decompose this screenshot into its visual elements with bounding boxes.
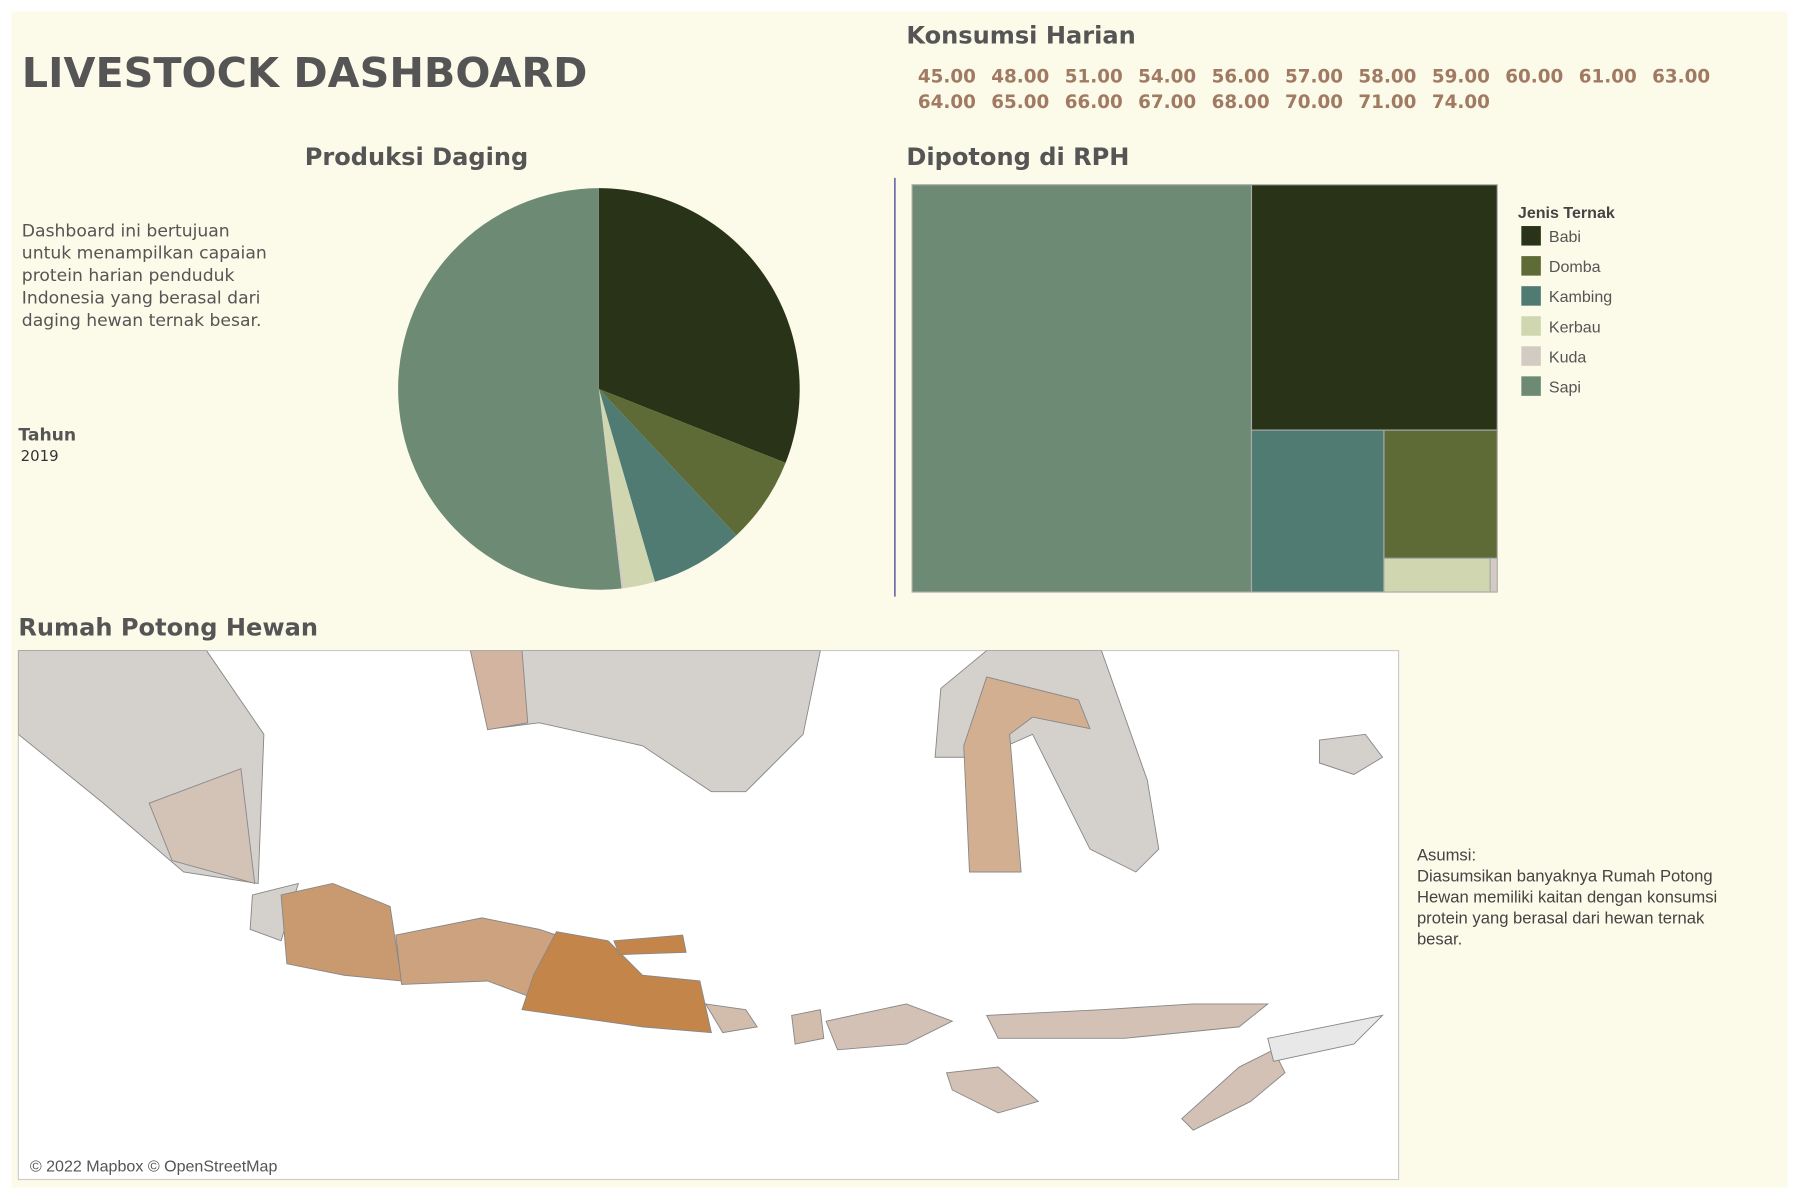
konsumsi-value: 57.00 [1285,67,1343,88]
konsumsi-title: Konsumsi Harian [906,22,1135,50]
pie-slice [598,388,737,582]
legend-swatch [1521,226,1541,246]
konsumsi-value: 59.00 [1432,67,1490,88]
pie-slice [598,388,625,589]
description-line: protein harian penduduk [22,266,235,286]
pie-slice [598,188,800,463]
timor-leste [1267,1014,1384,1062]
pie-slice [598,388,655,589]
pie-slice [598,388,786,536]
treemap-cell [911,184,1253,593]
konsumsi-value: 61.00 [1579,67,1637,88]
map [18,650,1384,1131]
konsumsi-value: 56.00 [1212,67,1270,88]
filter-label: Tahun [18,426,76,446]
legend-label: Kambing [1549,288,1612,306]
treemap-cell [1383,557,1491,593]
island [1318,733,1384,775]
bali [704,1003,759,1034]
legend-swatch [1521,376,1541,396]
konsumsi-value: 68.00 [1212,92,1270,113]
description-line: Dashboard ini bertujuan [22,221,230,241]
konsumsi-value: 58.00 [1358,67,1416,88]
description-line: daging hewan ternak besar. [22,311,262,331]
konsumsi-value: 48.00 [991,67,1049,88]
legend-swatch [1521,316,1541,336]
description-line: Indonesia yang berasal dari [22,288,261,308]
konsumsi-value: 74.00 [1432,92,1490,113]
treemap-cell [1383,429,1498,559]
filter-value[interactable]: 2019 [21,447,59,465]
konsumsi-value: 67.00 [1138,92,1196,113]
konsumsi-value: 60.00 [1505,67,1563,88]
assumption-line: besar. [1417,929,1462,948]
assumption-line: Diasumsikan banyaknya Rumah Potong [1417,867,1713,886]
pie-title: Produksi Daging [305,143,529,171]
konsumsi-value: 45.00 [918,67,976,88]
treemap-title: Dipotong di RPH [906,143,1129,171]
konsumsi-value: 63.00 [1652,67,1710,88]
treemap-cell [1489,557,1498,593]
assumption-line: Hewan memiliki kaitan dengan konsumsi [1417,888,1717,907]
sumbawa [825,1003,954,1051]
konsumsi-value: 65.00 [991,92,1049,113]
konsumsi-value: 70.00 [1285,92,1343,113]
legend-swatch [1521,286,1541,306]
region [469,650,529,731]
legend-label: Kuda [1549,348,1587,366]
map-title: Rumah Potong Hewan [18,614,318,642]
assumption-line: protein yang berasal dari hewan ternak [1417,909,1705,928]
region [963,676,1091,873]
konsumsi-value: 64.00 [918,92,976,113]
legend-swatch [1521,256,1541,276]
kalimantan [469,650,821,793]
map-attribution: © 2022 Mapbox © OpenStreetMap [30,1157,278,1175]
legend-label: Babi [1549,228,1581,246]
legend-swatch [1521,346,1541,366]
konsumsi-value: 54.00 [1138,67,1196,88]
treemap-cell [1250,429,1385,593]
konsumsi-value: 66.00 [1065,92,1123,113]
legend-title: Jenis Ternak [1518,204,1615,222]
assumption-line: Asumsi: [1417,846,1476,865]
treemap-cell [1250,184,1498,431]
dashboard-title: LIVESTOCK DASHBOARD [22,49,588,97]
description-line: untuk menampilkan capaian [22,244,267,264]
madura [613,934,687,956]
legend-label: Domba [1549,258,1601,276]
timor [1181,1049,1286,1131]
lombok [791,1009,825,1045]
flores [985,1003,1270,1039]
legend-label: Kerbau [1549,318,1601,336]
konsumsi-value: 71.00 [1358,92,1416,113]
konsumsi-value: 51.00 [1065,67,1123,88]
legend-label: Sapi [1549,378,1581,396]
pie-slice [398,188,622,590]
sumba [945,1066,1040,1114]
region [148,768,256,885]
